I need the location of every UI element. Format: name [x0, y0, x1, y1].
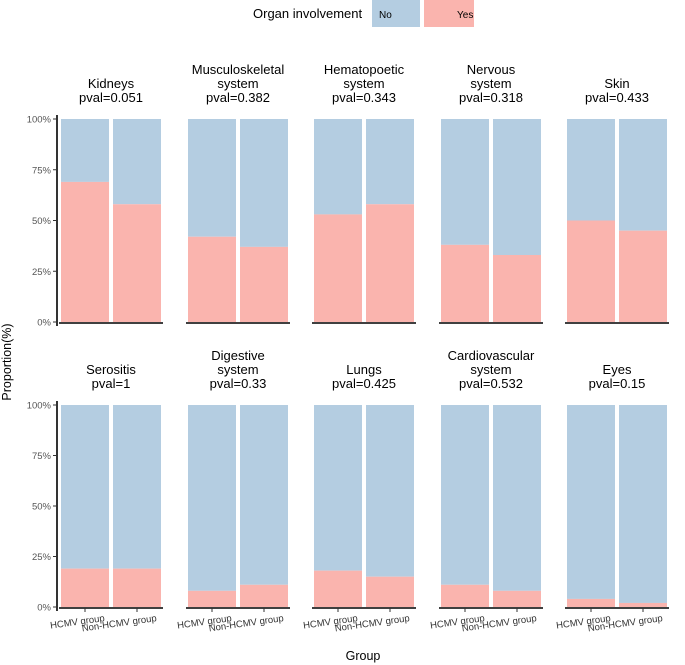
panel-title: Kidneys [88, 76, 135, 91]
panel-pval: pval=0.318 [459, 90, 523, 105]
y-axes: 0% 25% 50% 75% 100% 0% 25% 50% 75% 100% [27, 115, 58, 614]
bar-segment-no [493, 405, 541, 591]
panel-pval: pval=1 [92, 376, 131, 391]
panel-pval: pval=0.343 [332, 90, 396, 105]
panel-title: Hematopoetic [324, 62, 405, 77]
bar-segment-no [567, 119, 615, 221]
panel-title: Digestive [211, 348, 264, 363]
bar-segment-no [240, 405, 288, 585]
bar-segment-yes [61, 568, 109, 607]
bar-segment-no [493, 119, 541, 256]
bar-segment-yes [113, 568, 161, 607]
x-axis-title: Group [346, 649, 381, 663]
bar-segment-no [567, 405, 615, 599]
y-tick-label: 75% [32, 165, 52, 176]
bar-segment-yes [619, 230, 667, 322]
bar-segment-yes [366, 576, 414, 607]
y-tick-label: 0% [37, 603, 51, 614]
bar-segment-no [441, 405, 489, 585]
y-tick-label: 100% [27, 401, 52, 412]
y-tick-label: 50% [32, 216, 52, 227]
bar-segment-no [314, 405, 362, 571]
panel-title: Serositis [86, 362, 136, 377]
panel-title: Skin [604, 76, 629, 91]
bar-segment-no [314, 119, 362, 215]
y-tick-label: 25% [32, 552, 52, 563]
panel-pval: pval=0.382 [206, 90, 270, 105]
bar-segment-no [441, 119, 489, 245]
y-tick-label: 0% [37, 318, 51, 329]
legend: Organ involvement No Yes [253, 0, 474, 27]
panel-title: Lungs [346, 362, 382, 377]
bar-segment-yes [240, 584, 288, 607]
y-tick-label: 100% [27, 115, 52, 126]
bar-segment-yes [441, 584, 489, 607]
bar-segment-no [366, 119, 414, 205]
panel-pval: pval=0.33 [210, 376, 267, 391]
bar-segment-no [188, 119, 236, 237]
bar-segment-no [619, 405, 667, 603]
y-tick-label: 50% [32, 502, 52, 513]
bar-segment-no [113, 405, 161, 569]
legend-label-no: No [379, 10, 392, 21]
panel-pval: pval=0.15 [589, 376, 646, 391]
panel-pval: pval=0.051 [79, 90, 143, 105]
bar-segment-no [366, 405, 414, 577]
bar-segment-no [61, 119, 109, 182]
panel-title: Cardiovascular [448, 348, 535, 363]
bar-segment-yes [493, 255, 541, 322]
bar-segment-yes [441, 244, 489, 322]
legend-title: Organ involvement [253, 6, 362, 21]
bar-segment-no [619, 119, 667, 231]
bar-segment-yes [493, 590, 541, 607]
facet-panels: Kidneyspval=0.051Musculoskeletalsystempv… [49, 62, 669, 634]
y-tick-label: 75% [32, 451, 52, 462]
panel-pval: pval=0.425 [332, 376, 396, 391]
bar-segment-yes [567, 220, 615, 322]
bar-segment-yes [619, 602, 667, 607]
bar-segment-no [113, 119, 161, 205]
bar-segment-yes [567, 598, 615, 607]
legend-swatch-no [372, 0, 420, 27]
panel-title: Musculoskeletal [192, 62, 285, 77]
y-axis-title: Proportion(%) [0, 323, 14, 400]
bar-segment-yes [113, 204, 161, 322]
bar-segment-no [61, 405, 109, 569]
y-tick-label: 25% [32, 267, 52, 278]
panel-pval: pval=0.532 [459, 376, 523, 391]
bar-segment-yes [188, 590, 236, 607]
bar-segment-yes [314, 214, 362, 322]
legend-swatch-yes [424, 0, 474, 27]
bar-segment-no [240, 119, 288, 247]
bar-segment-no [188, 405, 236, 591]
bar-segment-yes [61, 181, 109, 322]
panel-title: system [217, 362, 258, 377]
panel-title: Nervous [467, 62, 516, 77]
bar-segment-yes [314, 570, 362, 607]
panel-title: Eyes [603, 362, 632, 377]
bar-segment-yes [366, 204, 414, 322]
panel-pval: pval=0.433 [585, 90, 649, 105]
panel-title: system [217, 76, 258, 91]
legend-label-yes: Yes [457, 10, 473, 21]
bar-segment-yes [188, 236, 236, 322]
panel-title: system [470, 362, 511, 377]
panel-title: system [470, 76, 511, 91]
panel-title: system [343, 76, 384, 91]
bar-segment-yes [240, 246, 288, 322]
